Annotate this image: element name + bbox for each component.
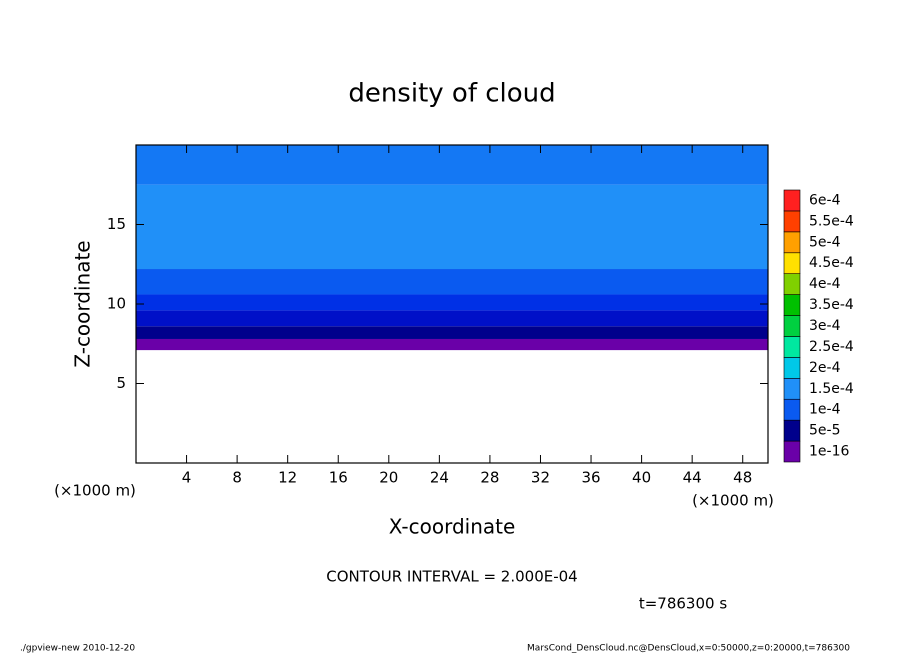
contour-band <box>136 145 768 185</box>
colorbar-cell <box>783 357 801 379</box>
x-unit: (×1000 m) <box>692 492 774 510</box>
x-axis-label: X-coordinate <box>389 515 516 539</box>
y-axis-label: Z-coordinate <box>71 240 95 367</box>
colorbar-cell <box>783 336 801 358</box>
colorbar-label: 1e-4 <box>809 402 841 418</box>
footer-left: ./gpview-new 2010-12-20 <box>20 644 135 654</box>
contour-interval: CONTOUR INTERVAL = 2.000E-04 <box>326 568 577 586</box>
x-tick-label: 36 <box>581 469 600 487</box>
x-tick-label: 12 <box>278 469 297 487</box>
colorbar-label: 4.5e-4 <box>809 255 854 271</box>
colorbar-cell <box>783 440 801 463</box>
colorbar-cell <box>783 210 801 233</box>
x-tick-label: 24 <box>430 469 449 487</box>
x-tick-label: 8 <box>232 469 242 487</box>
colorbar-label: 2e-4 <box>809 360 841 376</box>
colorbar-cell <box>783 273 801 295</box>
x-tick-label: 48 <box>733 469 752 487</box>
colorbar-cell <box>783 252 801 274</box>
contour-band <box>136 338 768 351</box>
x-tick-label: 16 <box>329 469 348 487</box>
y-tick-label: 15 <box>107 215 126 233</box>
colorbar-cell <box>783 231 801 254</box>
footer-right: MarsCond_DensCloud.nc@DensCloud,x=0:5000… <box>527 644 850 654</box>
y-unit: (×1000 m) <box>54 482 136 500</box>
colorbar-cell <box>783 294 801 316</box>
x-tick-label: 4 <box>182 469 192 487</box>
contour-band <box>136 184 768 270</box>
colorbar-label: 3e-4 <box>809 318 841 334</box>
y-tick-label: 10 <box>107 295 126 313</box>
colorbar-label: 6e-4 <box>809 192 841 208</box>
contour-band <box>136 310 768 327</box>
y-tick-label: 5 <box>116 374 126 392</box>
contour-band <box>136 326 768 339</box>
colorbar-label: 5e-5 <box>809 423 840 439</box>
time-label: t=786300 s <box>639 595 727 613</box>
colorbar-cell <box>783 398 801 421</box>
colorbar-cell <box>783 419 801 442</box>
colorbar-label: 2.5e-4 <box>809 339 854 355</box>
x-tick-label: 28 <box>480 469 499 487</box>
x-tick-label: 44 <box>683 469 702 487</box>
x-tick-label: 40 <box>632 469 651 487</box>
colorbar-label: 1e-16 <box>809 444 849 460</box>
colorbar-label: 1.5e-4 <box>809 381 854 397</box>
colorbar-cell <box>783 189 801 212</box>
colorbar-cell <box>783 378 801 400</box>
contour-band <box>136 294 768 311</box>
colorbar-label: 5.5e-4 <box>809 213 854 229</box>
colorbar-label: 5e-4 <box>809 234 841 250</box>
x-tick-label: 20 <box>379 469 398 487</box>
colorbar-cell <box>783 315 801 337</box>
chart-title: density of cloud <box>348 79 555 109</box>
x-tick-label: 32 <box>531 469 550 487</box>
colorbar-label: 4e-4 <box>809 276 841 292</box>
colorbar-label: 3.5e-4 <box>809 297 854 313</box>
contour-band <box>136 269 768 295</box>
